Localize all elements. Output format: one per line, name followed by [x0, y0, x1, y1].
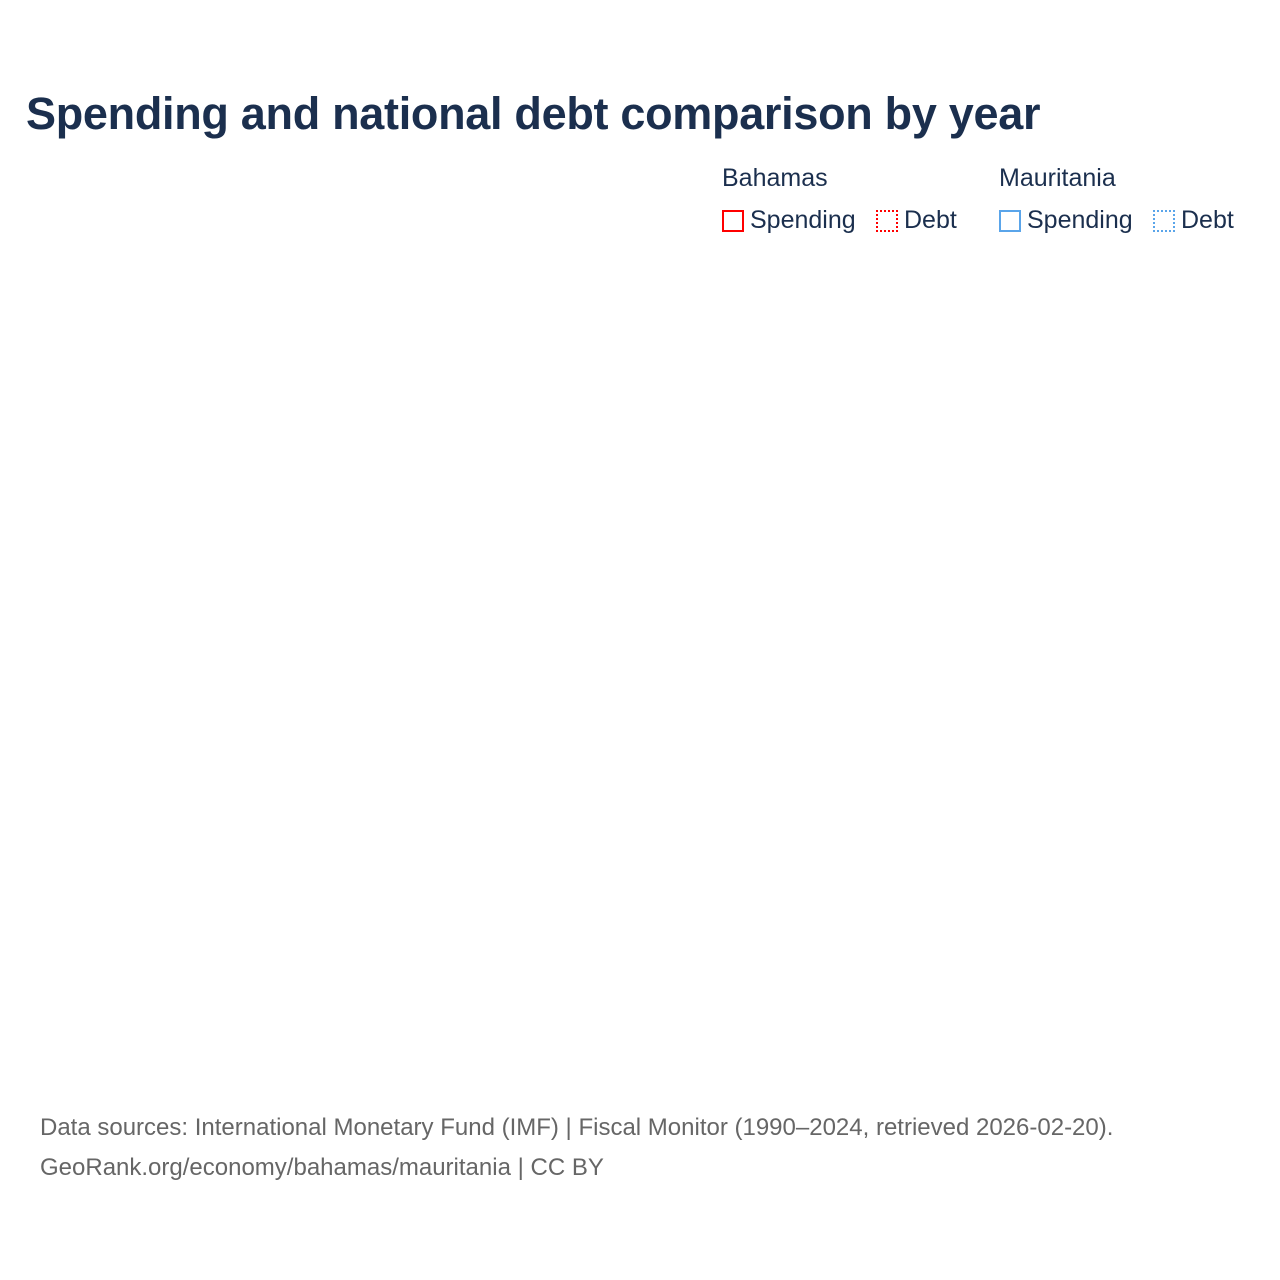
- y-axis-label: % of GDP: [29, 589, 56, 696]
- footer-link[interactable]: GeoRank.org/economy/bahamas/mauritania |…: [40, 1154, 604, 1181]
- dotted-swatch-icon: [876, 209, 898, 232]
- x-tick-label: 2000: [394, 1040, 447, 1067]
- y-tick-label: 50%: [69, 601, 117, 628]
- label-connector: [1141, 413, 1153, 418]
- x-tick-label: 1990: [94, 1040, 147, 1067]
- y-tick-label: 10%: [69, 950, 117, 977]
- chart-title: Spending and national debt comparison by…: [26, 88, 1041, 139]
- legend-mauritania-spending[interactable]: Spending: [999, 206, 1133, 235]
- label-connector: [1141, 836, 1153, 845]
- label-connector: [1141, 672, 1153, 677]
- y-tick-label: 40%: [69, 688, 117, 715]
- end-value-label: 42.8%: [1186, 661, 1254, 688]
- end-value-label: 20.6%: [1186, 859, 1254, 886]
- mauritania-flag-icon: [1152, 822, 1182, 852]
- legend-label: Spending: [750, 206, 856, 234]
- x-tick-label: 1995: [244, 1040, 297, 1067]
- bahamas-flag-icon: [1152, 856, 1182, 886]
- x-tick-label: 2020: [994, 1040, 1047, 1067]
- x-tick-label: 2015: [844, 1040, 897, 1067]
- x-tick-label: 2010: [694, 1040, 747, 1067]
- footer-sources: Data sources: International Monetary Fun…: [40, 1114, 1114, 1141]
- series-line-bahamas-debt: [120, 309, 1142, 935]
- y-tick-label: 60%: [69, 514, 117, 541]
- bahamas-flag-icon: [1152, 399, 1182, 429]
- label-connector: [1141, 868, 1153, 872]
- y-tick-label: 20%: [69, 863, 117, 890]
- end-value-label: 72.5%: [1186, 402, 1254, 429]
- series-line-mauritania-spending: [540, 796, 1142, 901]
- y-tick-label: 70%: [69, 426, 117, 453]
- year-watermark: 2024: [142, 295, 307, 378]
- solid-swatch-icon: [999, 209, 1021, 232]
- solid-swatch-icon: [722, 209, 744, 232]
- legend-bahamas-spending[interactable]: Spending: [722, 206, 856, 235]
- legend-label: Spending: [1027, 206, 1133, 234]
- legend-mauritania-debt[interactable]: Debt: [1153, 206, 1234, 235]
- series-line-mauritania-debt: [420, 429, 1142, 859]
- legend-group-bahamas: Bahamas: [722, 164, 828, 192]
- y-tick-label: 80%: [69, 339, 117, 366]
- legend-label: Debt: [1181, 206, 1234, 234]
- x-tick-label: 2005: [544, 1040, 597, 1067]
- series-line-bahamas-spending: [120, 802, 1142, 973]
- dotted-swatch-icon: [1153, 209, 1175, 232]
- legend-group-mauritania: Mauritania: [999, 164, 1116, 192]
- legend-label: Debt: [904, 206, 957, 234]
- mauritania-flag-icon: [1152, 658, 1182, 688]
- footer: Data sources: International Monetary Fun…: [40, 1108, 1113, 1188]
- end-value-label: 23.6%: [1186, 825, 1254, 852]
- legend-bahamas-debt[interactable]: Debt: [876, 206, 957, 235]
- y-tick-label: 30%: [69, 775, 117, 802]
